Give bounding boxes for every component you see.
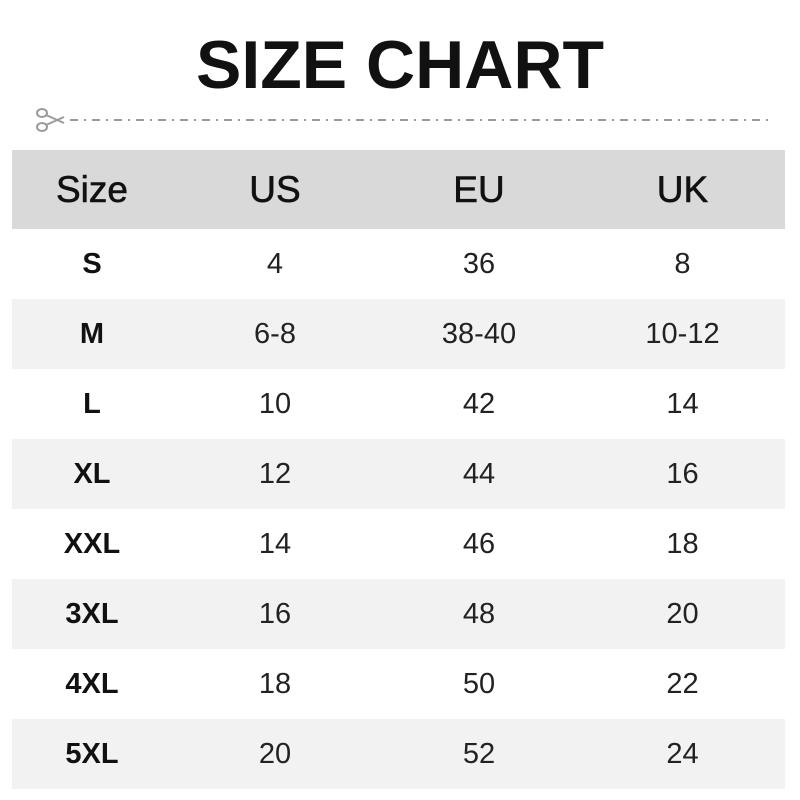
table-row: XXL 14 46 18 xyxy=(12,509,785,579)
cell-us: 12 xyxy=(258,457,292,490)
header-size: Size xyxy=(56,168,129,210)
table-row: S 4 36 8 xyxy=(12,229,785,299)
cell-us: 14 xyxy=(258,527,292,560)
cell-us: 20 xyxy=(258,737,292,770)
cell-uk: 8 xyxy=(674,247,691,280)
scissors-icon xyxy=(36,108,65,132)
cut-line xyxy=(36,108,769,132)
cell-uk: 22 xyxy=(666,667,699,700)
cell-uk: 14 xyxy=(666,387,699,420)
cell-uk: 18 xyxy=(666,527,699,560)
cell-size: L xyxy=(83,387,101,420)
cell-eu: 52 xyxy=(462,737,496,770)
cell-size: S xyxy=(82,247,102,280)
page-title: SIZE CHART xyxy=(196,27,604,103)
cell-size: 3XL xyxy=(65,597,119,630)
table-row: 5XL 20 52 24 xyxy=(12,719,785,789)
cell-uk: 16 xyxy=(666,457,699,490)
header-uk: UK xyxy=(656,168,709,210)
cell-eu: 44 xyxy=(462,457,496,490)
table-row: 3XL 16 48 20 xyxy=(12,579,785,649)
cell-size: M xyxy=(79,317,105,350)
cell-eu: 48 xyxy=(462,597,496,630)
cell-size: 4XL xyxy=(65,667,119,700)
header-us: US xyxy=(249,168,301,210)
header-eu: EU xyxy=(453,168,505,210)
cell-uk: 20 xyxy=(666,597,699,630)
table-row: 4XL 18 50 22 xyxy=(12,649,785,719)
cell-size: 5XL xyxy=(65,737,119,770)
cell-eu: 46 xyxy=(462,527,496,560)
cell-size: XL xyxy=(73,457,111,490)
cell-size: XXL xyxy=(63,527,121,560)
table-row: M 6-8 38-40 10-12 xyxy=(12,299,785,369)
table-header-row: Size US EU UK xyxy=(12,150,785,229)
cell-uk: 10-12 xyxy=(645,317,720,350)
cell-eu: 42 xyxy=(462,387,496,420)
table-row: XL 12 44 16 xyxy=(12,439,785,509)
cell-eu: 50 xyxy=(462,667,496,700)
cell-us: 6-8 xyxy=(254,317,296,350)
table-row: L 10 42 14 xyxy=(12,369,785,439)
cell-us: 4 xyxy=(266,247,284,280)
cell-uk: 24 xyxy=(666,737,699,770)
cell-eu: 38-40 xyxy=(441,317,517,350)
cell-us: 18 xyxy=(258,667,292,700)
cell-us: 16 xyxy=(258,597,292,630)
size-table: Size US EU UK S 4 36 8 M 6-8 38-40 10-12 L 10 42 14… xyxy=(12,150,785,789)
cell-eu: 36 xyxy=(462,247,496,280)
cell-us: 10 xyxy=(258,387,292,420)
